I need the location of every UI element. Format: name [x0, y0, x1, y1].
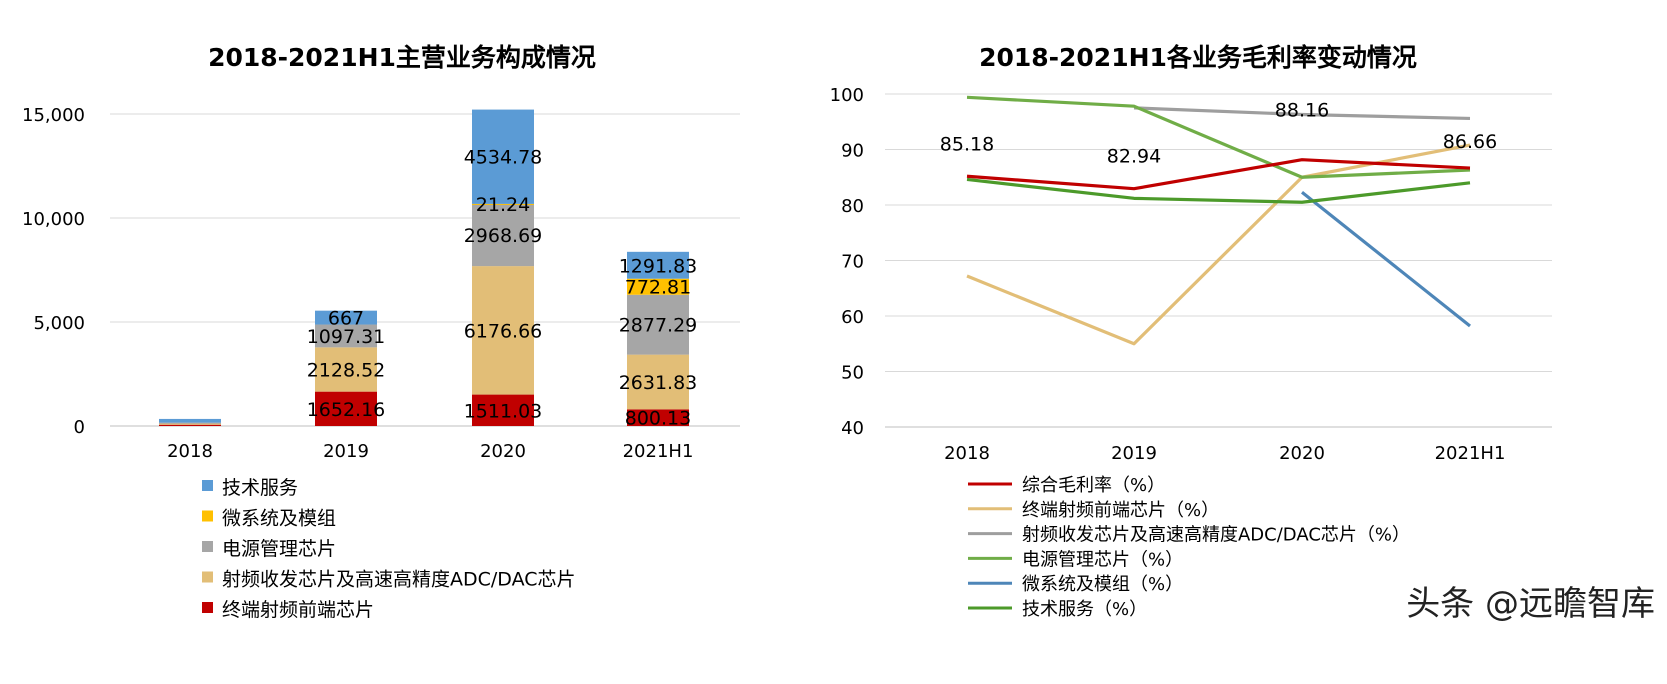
right-chart-gridlines [885, 93, 1552, 428]
bar-data-label: 4534.78 [464, 147, 543, 169]
bar-data-label: 800.13 [625, 408, 691, 430]
left-chart-y-tick-labels: 0 5,000 10,000 15,000 [22, 105, 85, 438]
left-chart: 2018-2021H1主营业务构成情况 0 5,000 10,000 15,000 1… [22, 43, 740, 621]
bar-segment [472, 109, 534, 204]
legend-label: 电源管理芯片（%） [1022, 549, 1183, 570]
y-tick-label: 15,000 [22, 105, 85, 126]
legend-label: 射频收发芯片及高速高精度ADC/DAC芯片（%） [1022, 525, 1410, 546]
left-chart-title: 2018-2021H1主营业务构成情况 [208, 43, 596, 72]
bar-data-label: 772.81 [625, 277, 691, 299]
legend-label: 综合毛利率（%） [1022, 475, 1165, 496]
legend-swatch [202, 571, 213, 583]
legend-swatch [202, 541, 213, 552]
bar-segment [472, 203, 534, 205]
right-chart-title: 2018-2021H1各业务毛利率变动情况 [979, 43, 1417, 72]
y-tick-label: 50 [841, 363, 864, 384]
legend-label: 终端射频前端芯片（%） [1022, 500, 1219, 521]
bar-data-label: 21.24 [476, 194, 530, 216]
bar-segment [159, 424, 221, 426]
legend-label: 射频收发芯片及高速高精度ADC/DAC芯片 [222, 569, 576, 591]
y-tick-label: 90 [841, 141, 864, 162]
bar-data-label: 2631.83 [619, 372, 698, 394]
watermark-text: 头条 @远瞻智库 [1406, 584, 1655, 624]
legend-label: 技术服务（%） [1022, 599, 1147, 620]
line-data-label: 88.16 [1275, 100, 1329, 122]
bar-data-label: 1652.16 [307, 399, 386, 421]
x-tick-label: 2021H1 [623, 441, 694, 462]
line-data-label: 85.18 [940, 133, 994, 155]
legend-label: 微系统及模组 [222, 508, 336, 530]
x-tick-label: 2019 [323, 441, 369, 462]
bar-segment [159, 423, 221, 425]
right-chart-x-tick-labels: 2018 2019 2020 2021H1 [944, 443, 1505, 464]
bar-segment [472, 394, 534, 426]
bar-segment [627, 278, 689, 295]
right-chart: 2018-2021H1各业务毛利率变动情况 40 50 60 70 80 90 100 85… [830, 43, 1552, 620]
bar-data-label: 1511.03 [464, 400, 543, 422]
bar-segment [472, 204, 534, 267]
y-tick-label: 70 [841, 252, 864, 273]
y-tick-label: 40 [841, 418, 864, 439]
bar-segment [315, 310, 377, 325]
series-line [966, 143, 1471, 346]
bar-data-label: 2877.29 [619, 315, 698, 337]
series-line [1133, 106, 1471, 121]
legend-label: 技术服务 [222, 477, 298, 499]
y-tick-label: 100 [830, 85, 864, 106]
x-tick-label: 2018 [167, 441, 213, 462]
y-tick-label: 10,000 [22, 209, 85, 230]
bar-segment [159, 418, 221, 423]
x-tick-label: 2020 [480, 441, 526, 462]
left-chart-x-tick-labels: 2018 2019 2020 2021H1 [167, 441, 693, 462]
y-tick-label: 5,000 [33, 313, 85, 334]
bar-data-label: 1291.83 [619, 255, 698, 277]
left-chart-legend: 技术服务微系统及模组电源管理芯片射频收发芯片及高速高精度ADC/DAC芯片终端射… [202, 477, 576, 621]
bar-segment [627, 251, 689, 279]
right-chart-data-labels: 85.18 82.94 88.16 86.66 [940, 100, 1497, 168]
bar-segment [627, 409, 689, 426]
y-tick-label: 0 [74, 417, 85, 438]
bar-data-label: 667 [328, 308, 364, 330]
bar-segment [315, 324, 377, 348]
right-chart-legend: 综合毛利率（%） 终端射频前端芯片（%） 射频收发芯片及高速高精度ADC/DAC芯片… [968, 475, 1410, 620]
legend-label: 微系统及模组（%） [1022, 574, 1183, 595]
x-tick-label: 2021H1 [1435, 443, 1506, 464]
bar-data-label: 1097.31 [307, 326, 386, 348]
right-chart-lines [966, 95, 1471, 346]
x-tick-label: 2020 [1279, 443, 1325, 464]
y-tick-label: 80 [841, 196, 864, 217]
y-tick-label: 60 [841, 307, 864, 328]
line-data-label: 86.66 [1443, 131, 1497, 153]
legend-label: 终端射频前端芯片 [222, 599, 374, 621]
series-line [1301, 190, 1471, 328]
bar-segment [627, 354, 689, 410]
x-tick-label: 2018 [944, 443, 990, 464]
bar-segment [472, 266, 534, 395]
x-tick-label: 2019 [1111, 443, 1157, 464]
series-line [966, 177, 1471, 204]
bar-data-label: 6176.66 [464, 320, 543, 342]
legend-swatch [202, 480, 213, 491]
bar-segment [627, 294, 689, 355]
left-chart-bars [159, 109, 689, 426]
bar-segment [159, 422, 221, 424]
series-line [966, 158, 1471, 191]
right-chart-y-tick-labels: 40 50 60 70 80 90 100 [830, 85, 864, 439]
bar-data-label: 2968.69 [464, 225, 543, 247]
legend-swatch [202, 602, 213, 613]
line-data-label: 82.94 [1107, 146, 1161, 168]
legend-label: 电源管理芯片 [222, 538, 336, 560]
bar-segment [315, 347, 377, 392]
bar-data-label: 2128.52 [307, 359, 386, 381]
legend-swatch [202, 510, 213, 522]
series-line [966, 95, 1471, 179]
bar-segment [315, 391, 377, 426]
